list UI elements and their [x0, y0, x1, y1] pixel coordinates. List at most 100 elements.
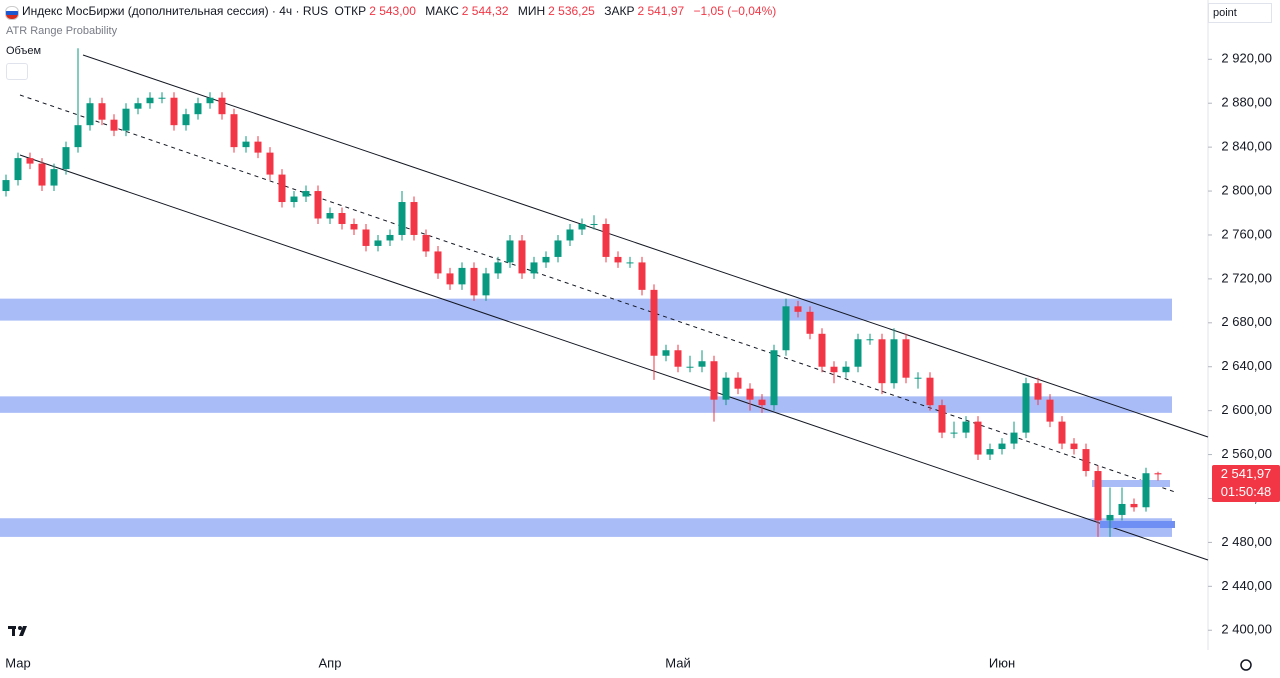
flag-icon — [5, 6, 19, 20]
candle-body — [674, 350, 682, 367]
y-tick-label: 2 680,00 — [1221, 314, 1272, 329]
candle-body — [746, 388, 754, 400]
candle-body — [842, 366, 850, 373]
candle-body — [626, 262, 634, 264]
channel-upper — [82, 54, 1209, 438]
candle-body — [866, 339, 874, 341]
y-tick-label: 2 920,00 — [1221, 51, 1272, 66]
candle-body — [818, 333, 826, 367]
change-value: −1,05 (−0,04%) — [693, 4, 777, 18]
candle-body — [758, 399, 766, 406]
candle-body — [14, 158, 22, 181]
candle-body — [578, 223, 586, 230]
candle-body — [86, 103, 94, 126]
x-tick-label: Июн — [989, 655, 1015, 670]
candle-body — [566, 229, 574, 241]
tv-logo — [8, 626, 27, 636]
candle-body — [302, 191, 310, 197]
candle-body — [998, 443, 1006, 450]
open-label: ОТКР — [334, 4, 367, 18]
candle-body — [554, 240, 562, 257]
candle-body — [662, 350, 670, 356]
candle-body — [290, 196, 298, 203]
candle-body — [638, 262, 646, 290]
legend-header: Индекс МосБиржи (дополнительная сессия) … — [22, 4, 782, 18]
settings-icon[interactable] — [1240, 659, 1252, 671]
candle-body — [710, 361, 718, 400]
candle-body — [482, 273, 490, 296]
candle-body — [938, 405, 946, 433]
candle-body — [410, 202, 418, 235]
candle-body — [914, 377, 922, 379]
price-zone — [0, 518, 1172, 537]
candle-body — [134, 103, 142, 109]
candle-body — [830, 366, 838, 373]
indicator-volume[interactable]: Объем — [6, 45, 42, 57]
candle-body — [1070, 443, 1078, 450]
small-zone — [1100, 521, 1175, 528]
x-tick-label: Апр — [319, 655, 342, 670]
y-tick-label: 2 760,00 — [1221, 226, 1272, 241]
candle-body — [98, 103, 106, 120]
candle-body — [50, 169, 58, 186]
candle-body — [698, 361, 706, 367]
candle-body — [1094, 471, 1102, 521]
y-tick-label: 2 880,00 — [1221, 95, 1272, 110]
y-tick-label: 2 480,00 — [1221, 534, 1272, 549]
candle-body — [962, 421, 970, 433]
candle-body — [278, 174, 286, 203]
collapse-button[interactable] — [6, 63, 28, 80]
candle-body — [1106, 514, 1114, 521]
candle-body — [182, 114, 190, 126]
countdown: 01:50:48 — [1220, 484, 1272, 499]
y-tick-label: 2 840,00 — [1221, 139, 1272, 154]
candle-body — [590, 223, 598, 225]
candle-body — [254, 141, 262, 153]
price-tag: 2 541,97 01:50:48 — [1212, 465, 1280, 502]
x-tick-label: Май — [665, 655, 690, 670]
candle-body — [194, 103, 202, 115]
candle-body — [602, 223, 610, 257]
candle-body — [794, 306, 802, 312]
candle-body — [458, 267, 466, 285]
indicator-atr[interactable]: ATR Range Probability — [6, 25, 118, 37]
candle-body — [242, 141, 250, 148]
candle-body — [1142, 473, 1150, 508]
candle-body — [266, 152, 274, 175]
candle-body — [110, 119, 118, 131]
candle-body — [338, 213, 346, 224]
candle-body — [26, 158, 34, 164]
candle-body — [650, 289, 658, 356]
y-tick-label: 2 800,00 — [1221, 182, 1272, 197]
candle-body — [1082, 449, 1090, 472]
unit-selector[interactable]: point — [1208, 3, 1272, 23]
high-label: МАКС — [425, 4, 459, 18]
candle-body — [446, 273, 454, 285]
candle-body — [530, 262, 538, 274]
candle-body — [398, 202, 406, 235]
candle-body — [434, 251, 442, 274]
candle-body — [986, 449, 994, 455]
candle-body — [350, 223, 358, 230]
close-value: 2 541,97 — [637, 4, 685, 18]
price-zone — [0, 298, 1172, 321]
candle-body — [2, 180, 10, 192]
y-tick-label: 2 440,00 — [1221, 578, 1272, 593]
candle-body — [362, 229, 370, 246]
low-value: 2 536,25 — [548, 4, 595, 18]
candle-body — [974, 421, 982, 455]
symbol-title: Индекс МосБиржи (дополнительная сессия) … — [22, 4, 329, 18]
candle-body — [926, 377, 934, 406]
channel-middle — [19, 94, 1176, 493]
y-tick-label: 2 560,00 — [1221, 446, 1272, 461]
candle-body — [470, 267, 478, 296]
candle-body — [518, 240, 526, 274]
candle-body — [218, 97, 226, 115]
candle-body — [386, 234, 394, 241]
candle-body — [1154, 473, 1162, 475]
candle-body — [542, 256, 550, 263]
candle-body — [122, 108, 130, 131]
candle-body — [314, 191, 322, 219]
